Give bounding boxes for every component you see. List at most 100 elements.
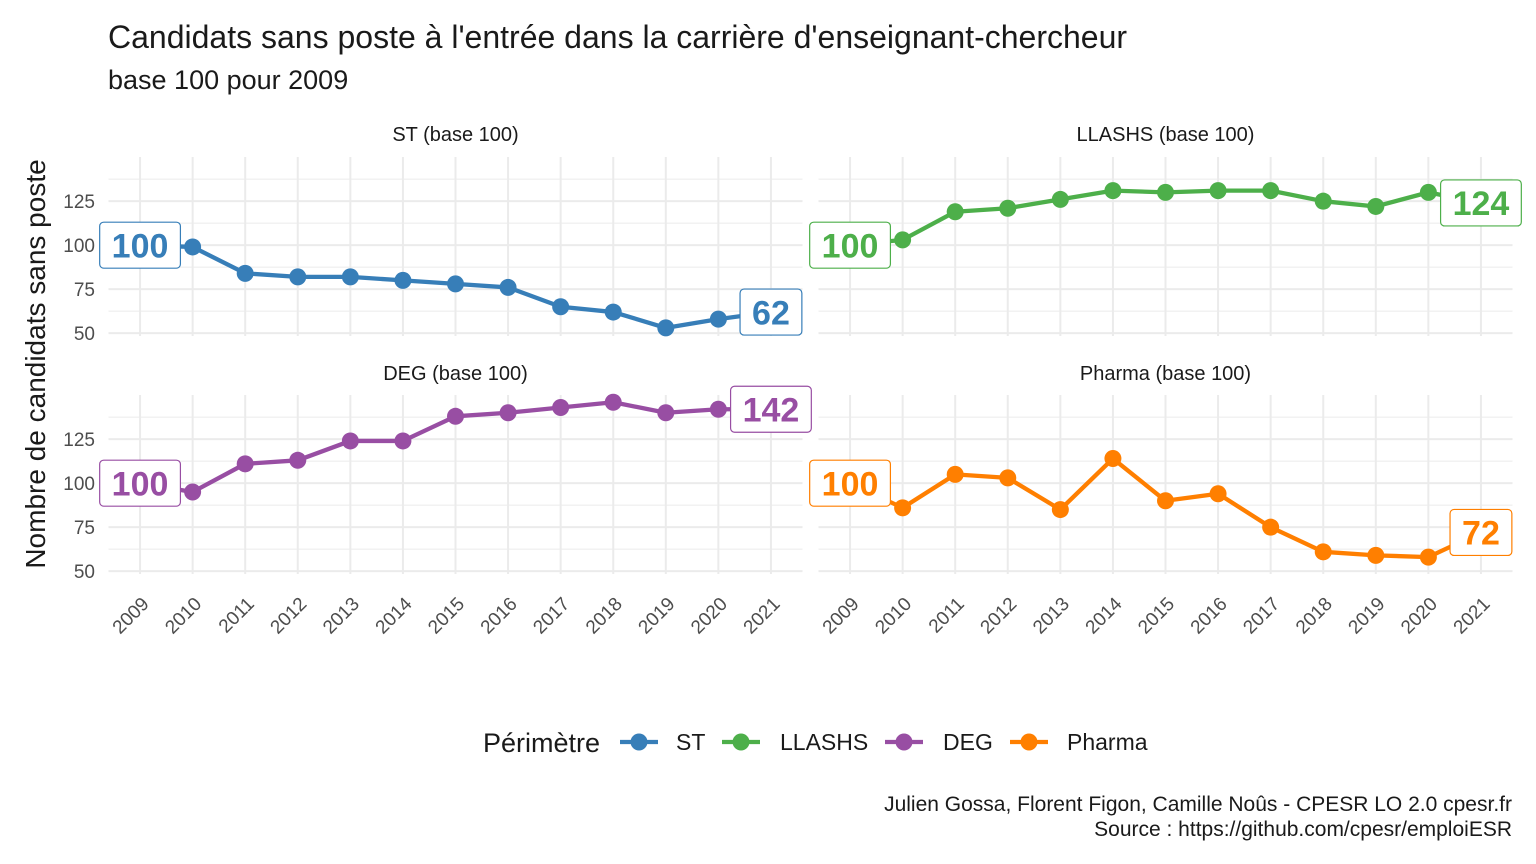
y-tick-label: 100 (63, 474, 95, 495)
legend-items: ST LLASHS DEG Pharma (620, 729, 1148, 755)
value-label: 100 (809, 459, 892, 507)
value-label: 142 (729, 385, 812, 433)
data-point (289, 451, 307, 469)
x-tick-label: 2009 (819, 594, 864, 639)
data-point (1157, 183, 1174, 201)
facet-panels: ST (base 100) 50 75 100 125 100 62 LLASHS (base… (63, 124, 1522, 639)
x-tick-label: 2014 (1082, 593, 1127, 638)
x-tick-label: 2010 (161, 594, 206, 639)
data-point (394, 432, 412, 450)
y-tick-label: 125 (63, 430, 95, 451)
legend-label: DEG (943, 729, 993, 755)
panel-title-st: ST (base 100) (392, 124, 518, 146)
value-label: 62 (739, 288, 803, 336)
value-label-box (809, 459, 892, 507)
data-point (1209, 182, 1227, 200)
legend-label: Pharma (1067, 729, 1148, 755)
data-point (1314, 543, 1332, 561)
data-point (1419, 183, 1437, 201)
legend-title: Périmètre (483, 728, 600, 758)
data-point (657, 319, 675, 337)
x-tick-label: 2015 (424, 594, 469, 639)
legend-key (1010, 733, 1048, 751)
y-tick-label: 50 (74, 324, 95, 345)
x-tick-label: 2013 (1029, 594, 1074, 639)
data-point (184, 238, 202, 256)
data-point (499, 278, 517, 296)
legend-item-st: ST (620, 729, 705, 755)
x-tick-label: 2016 (477, 594, 522, 639)
panel-title-deg: DEG (base 100) (383, 363, 528, 385)
legend-key-point (1020, 733, 1038, 751)
caption-source: Source : https://github.com/cpesr/emploi… (1094, 818, 1512, 841)
legend-key-point (630, 733, 648, 751)
gridlines (108, 157, 803, 336)
value-label-box (1449, 508, 1513, 557)
legend-key-point (732, 733, 750, 751)
x-tick-label: 2014 (372, 593, 417, 638)
x-tick-label: 2021 (1450, 594, 1495, 639)
x-tick-label: 2018 (582, 594, 627, 639)
data-point (341, 268, 359, 286)
data-point (604, 303, 622, 321)
data-point (447, 407, 464, 425)
data-point (604, 393, 622, 411)
chart-title: Candidats sans poste à l'entrée dans la … (108, 19, 1127, 55)
data-point (946, 203, 964, 221)
x-tick-label: 2011 (925, 594, 969, 638)
value-label: 124 (1439, 179, 1522, 227)
data-point (236, 264, 254, 282)
data-point (341, 432, 359, 450)
value-label-text: 100 (112, 465, 169, 503)
data-point (394, 271, 412, 289)
value-label: 100 (99, 459, 182, 507)
data-point (289, 268, 307, 286)
legend-item-pharma: Pharma (1010, 729, 1148, 755)
legend-item-llashs: LLASHS (722, 729, 868, 755)
value-label-text: 124 (1453, 185, 1510, 223)
value-label-text: 100 (822, 465, 879, 503)
y-tick-label: 100 (63, 236, 95, 257)
value-label-box (809, 221, 892, 269)
value-label-box (729, 385, 812, 433)
legend-key (620, 733, 658, 751)
data-point (1104, 450, 1122, 468)
legend-label: ST (676, 729, 705, 755)
legend-key-point (895, 733, 913, 751)
x-tick-label: 2019 (1345, 594, 1390, 639)
value-label: 100 (809, 221, 892, 269)
legend-item-deg: DEG (885, 729, 993, 755)
x-tick-label: 2009 (109, 594, 154, 639)
value-label-text: 100 (112, 227, 169, 265)
x-tick-label: 2019 (635, 594, 680, 639)
x-tick-label: 2018 (1292, 594, 1337, 639)
data-point (1314, 192, 1332, 210)
data-point (1367, 546, 1385, 564)
data-point (1157, 492, 1174, 510)
data-point (894, 499, 912, 517)
data-point (946, 465, 964, 483)
value-label-box (99, 459, 182, 507)
data-point (552, 298, 570, 316)
data-point (1419, 548, 1437, 566)
gridlines (818, 395, 1513, 574)
data-point (447, 275, 464, 293)
value-label: 100 (99, 221, 182, 269)
panel-deg: DEG (base 100) 50 75 100 125 2009 2010 2011 2012… (63, 363, 812, 639)
x-tick-label: 2012 (267, 594, 312, 639)
data-point (236, 455, 254, 473)
data-point (709, 400, 727, 418)
chart-subtitle: base 100 pour 2009 (108, 65, 348, 95)
x-tick-label: 2012 (977, 594, 1022, 639)
data-point (184, 483, 202, 501)
x-tick-label: 2020 (1397, 594, 1442, 639)
data-point (1367, 197, 1385, 215)
x-tick-label: 2016 (1187, 594, 1232, 639)
value-label-text: 62 (752, 294, 790, 332)
x-tick-label: 2017 (529, 594, 574, 639)
legend-label: LLASHS (780, 729, 868, 755)
value-label-text: 72 (1462, 515, 1500, 553)
data-point (709, 310, 727, 328)
caption-credits: Julien Gossa, Florent Figon, Camille Noû… (884, 793, 1512, 816)
